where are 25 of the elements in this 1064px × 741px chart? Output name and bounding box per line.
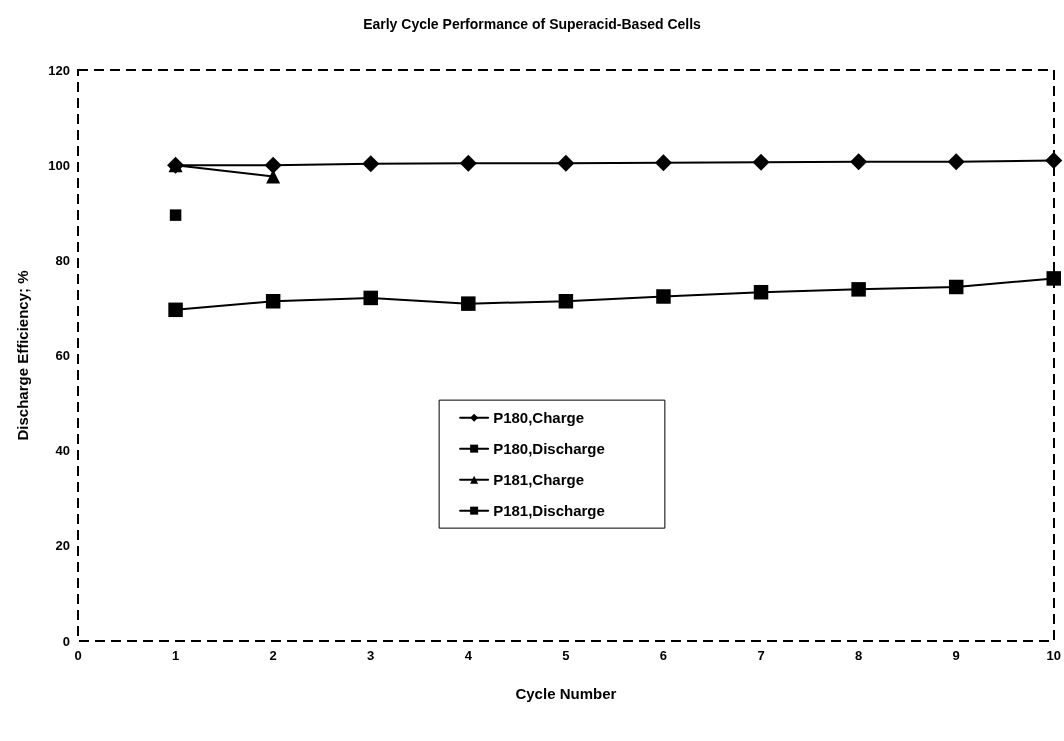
x-tick-label: 2 bbox=[269, 648, 277, 663]
y-tick-label: 60 bbox=[55, 348, 70, 363]
y-tick-label: 0 bbox=[62, 633, 70, 649]
legend-label: P180,Discharge bbox=[493, 440, 605, 458]
x-tick-label: 0 bbox=[74, 648, 82, 663]
x-tick-label: 8 bbox=[855, 648, 863, 663]
legend-label: P181,Discharge bbox=[493, 502, 605, 520]
x-tick-label: 6 bbox=[659, 648, 668, 663]
legend-label: P180,Charge bbox=[493, 409, 585, 427]
x-tick-label: 5 bbox=[562, 648, 570, 663]
x-axis-title: Cycle Number bbox=[515, 685, 617, 702]
y-tick-label: 100 bbox=[48, 157, 70, 173]
y-tick-label: 80 bbox=[55, 252, 70, 268]
legend-label: P181,Charge bbox=[493, 471, 585, 489]
x-tick-label: 3 bbox=[367, 648, 375, 663]
y-axis-title: Discharge Efficiency; % bbox=[14, 270, 31, 441]
x-tick-label: 1 bbox=[171, 648, 180, 663]
x-tick-label: 7 bbox=[757, 648, 765, 663]
y-tick-label: 40 bbox=[55, 443, 70, 459]
x-tick-label: 9 bbox=[952, 648, 960, 663]
y-tick-label: 20 bbox=[55, 538, 70, 554]
x-tick-label: 10 bbox=[1046, 648, 1061, 663]
chart-title: Early Cycle Performance of Superacid-Based Cells bbox=[363, 16, 702, 32]
x-tick-label: 4 bbox=[464, 648, 473, 663]
y-tick-label: 120 bbox=[48, 62, 70, 78]
